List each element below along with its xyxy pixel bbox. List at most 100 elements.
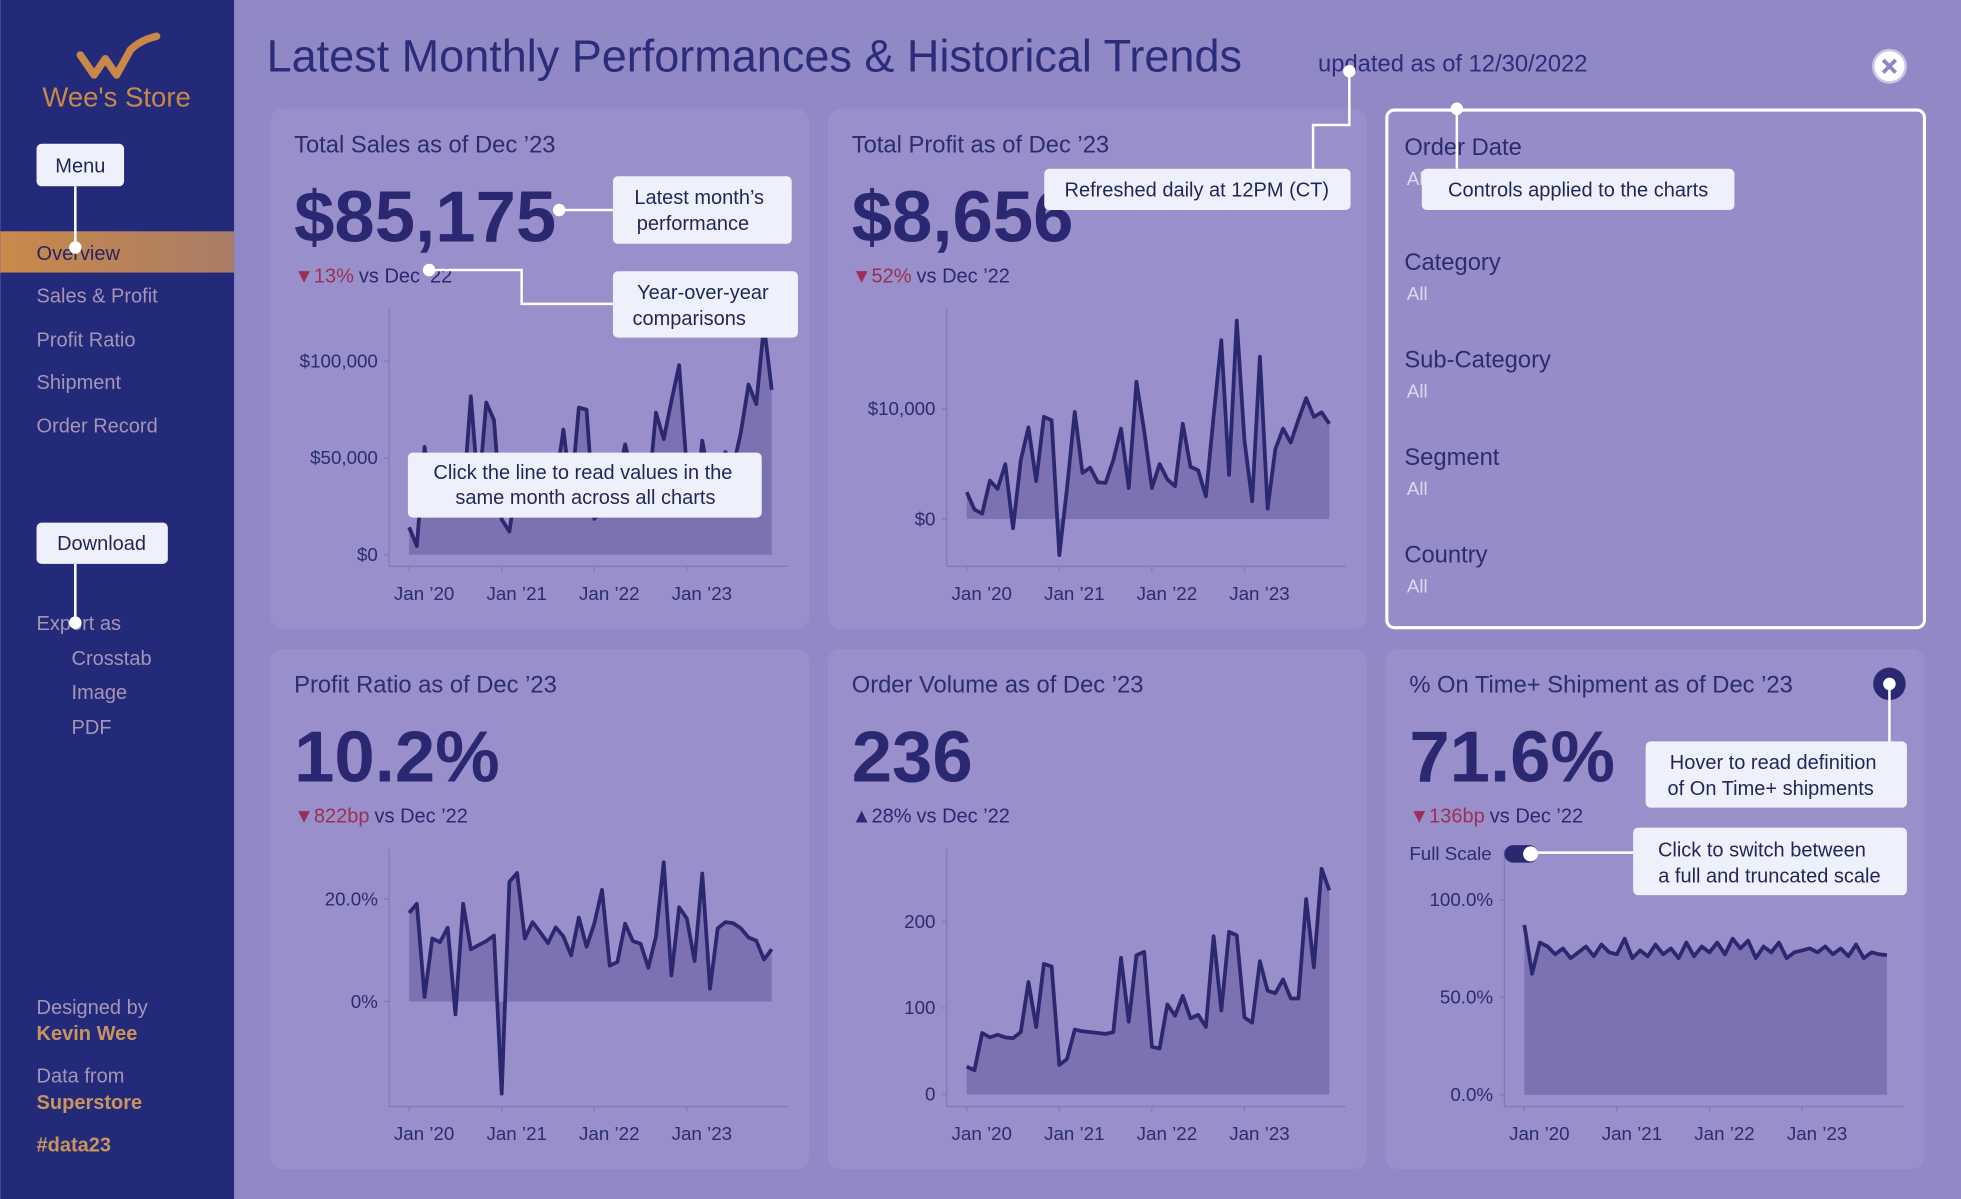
connector-dot — [552, 203, 566, 217]
kpi-value: $85,175 — [294, 176, 556, 257]
tooltip-text: a full and truncated scale — [1658, 866, 1880, 888]
close-button[interactable] — [1871, 48, 1907, 84]
tooltip: Hover to read definition of On Time+ shi… — [1645, 741, 1907, 808]
kpi-change: ▼136bp vs Dec ’22 — [1409, 806, 1583, 828]
filter-value[interactable]: All — [1407, 381, 1428, 402]
x-tick-label: Jan ’23 — [1787, 1123, 1847, 1144]
area-fill — [1524, 925, 1887, 1095]
connector-dot — [1450, 102, 1464, 116]
tooltip: Refreshed daily at 12PM (CT) — [1044, 168, 1351, 211]
change-note: vs Dec ’22 — [1490, 806, 1583, 828]
filter-label: Sub-Category — [1404, 347, 1551, 374]
button-label[interactable]: Menu — [55, 156, 105, 178]
filter-label: Country — [1404, 542, 1487, 569]
change-note: vs Dec ’22 — [917, 806, 1010, 828]
cards: Total Sales as of Dec ’23 $85,175 ▼13% vs D… — [270, 108, 1925, 1169]
kpi-value: 71.6% — [1409, 716, 1615, 797]
x-tick-label: Jan ’23 — [672, 1123, 732, 1144]
trend-line[interactable] — [965, 866, 1332, 1073]
toggle-knob[interactable] — [1523, 846, 1539, 862]
button-label[interactable]: Download — [57, 533, 146, 555]
x-tick-label: Jan ’22 — [579, 1123, 639, 1144]
tooltip: Latest month’s performance — [612, 176, 792, 244]
nav-item[interactable]: Sales & Profit — [37, 286, 159, 308]
trend-line[interactable] — [1522, 924, 1888, 976]
x-tick-label: Jan ’22 — [1137, 583, 1197, 604]
y-tick-label: 50.0% — [1440, 986, 1493, 1007]
change-note: vs Dec ’22 — [375, 806, 468, 828]
sidebar — [0, 0, 235, 1199]
tooltip-text: Latest month’s — [634, 187, 764, 209]
tooltip: Year-over-year comparisons — [612, 271, 798, 338]
connector-dot — [69, 616, 82, 629]
y-tick-label: 0.0% — [1450, 1084, 1493, 1105]
connector — [1311, 71, 1351, 169]
tooltip: Controls applied to the charts — [1421, 168, 1735, 211]
y-tick-label: $100,000 — [300, 350, 378, 371]
chart-title: Order Volume as of Dec ’23 — [852, 672, 1144, 699]
chart-title: Total Sales as of Dec ’23 — [294, 132, 555, 159]
tooltip-text: comparisons — [632, 308, 745, 330]
download-button[interactable]: Download — [36, 522, 168, 564]
chart-card: Total Profit as of Dec ’23 $8,656 ▼52% vs D… — [827, 108, 1367, 629]
card-background — [270, 648, 810, 1169]
filter-label: Order Date — [1404, 134, 1521, 161]
filter-label: Category — [1404, 249, 1500, 276]
nav-item[interactable]: Profit Ratio — [37, 329, 136, 351]
kpi-value: 10.2% — [294, 716, 500, 797]
x-tick-label: Jan ’21 — [1602, 1123, 1662, 1144]
connector-dot — [1343, 65, 1356, 78]
credit-label: Data from — [37, 1066, 125, 1088]
x-tick-label: Jan ’21 — [1044, 583, 1104, 604]
change-value: ▼822bp — [294, 806, 369, 828]
nav-item[interactable]: Shipment — [37, 372, 122, 394]
chart-card: Profit Ratio as of Dec ’23 10.2% ▼822bp vs … — [270, 648, 810, 1169]
y-tick-label: $50,000 — [310, 447, 378, 468]
filter-value[interactable]: All — [1407, 283, 1428, 304]
tooltip-text: Click the line to read values in the — [433, 462, 732, 484]
export-option[interactable]: Image — [72, 682, 128, 704]
tooltip: Click the line to read values in the sam… — [407, 452, 762, 518]
filter-value[interactable]: All — [1407, 478, 1428, 499]
nav-item[interactable]: Overview — [37, 243, 121, 265]
trend-line[interactable] — [965, 318, 1331, 558]
logo — [76, 32, 161, 79]
tooltip-text: Controls applied to the charts — [1448, 179, 1708, 201]
kpi-value: 236 — [852, 716, 973, 797]
y-tick-label: $0 — [915, 508, 936, 529]
chart-title: Profit Ratio as of Dec ’23 — [294, 672, 557, 699]
credit-label: Designed by — [37, 997, 148, 1019]
x-tick-label: Jan ’21 — [486, 1123, 546, 1144]
credit-value: Superstore — [37, 1092, 143, 1114]
x-tick-label: Jan ’20 — [952, 1123, 1012, 1144]
change-value: ▼52% — [852, 266, 912, 288]
chart-card: Order Volume as of Dec ’23 236 ▲28% vs Dec … — [827, 648, 1367, 1169]
tooltip-text: same month across all charts — [455, 487, 715, 509]
tooltip-text: Year-over-year — [637, 282, 769, 304]
export-option[interactable]: Crosstab — [72, 648, 152, 670]
menu-button[interactable]: Menu — [36, 143, 125, 187]
tooltip-text: performance — [637, 213, 749, 235]
credit-value: Kevin Wee — [37, 1023, 138, 1045]
y-tick-label: 0% — [351, 991, 378, 1012]
chart-title: % On Time+ Shipment as of Dec ’23 — [1409, 672, 1792, 699]
x-tick-label: Jan ’20 — [1509, 1123, 1569, 1144]
chart-card: % On Time+ Shipment as of Dec ’23 71.6% ▼1… — [1385, 648, 1925, 1169]
x-tick-label: Jan ’20 — [394, 583, 454, 604]
x-tick-label: Jan ’22 — [1694, 1123, 1754, 1144]
area-fill — [966, 868, 1330, 1095]
trend-line[interactable] — [407, 860, 774, 1096]
change-value: ▼13% — [294, 266, 354, 288]
tooltip-text: of On Time+ shipments — [1668, 778, 1874, 800]
nav-item[interactable]: Order Record — [37, 416, 158, 438]
filter-value[interactable]: All — [1407, 576, 1428, 597]
annotation-layer: Latest month’s performance Year-over-yea… — [407, 168, 1907, 896]
export-option[interactable]: PDF — [72, 717, 112, 739]
tooltip-text: Refreshed daily at 12PM (CT) — [1065, 179, 1330, 201]
x-tick-label: Jan ’22 — [1137, 1123, 1197, 1144]
connector-dot — [422, 263, 436, 277]
y-tick-label: 100.0% — [1430, 889, 1494, 910]
change-value: ▼136bp — [1409, 806, 1484, 828]
chart-title: Total Profit as of Dec ’23 — [852, 132, 1109, 159]
